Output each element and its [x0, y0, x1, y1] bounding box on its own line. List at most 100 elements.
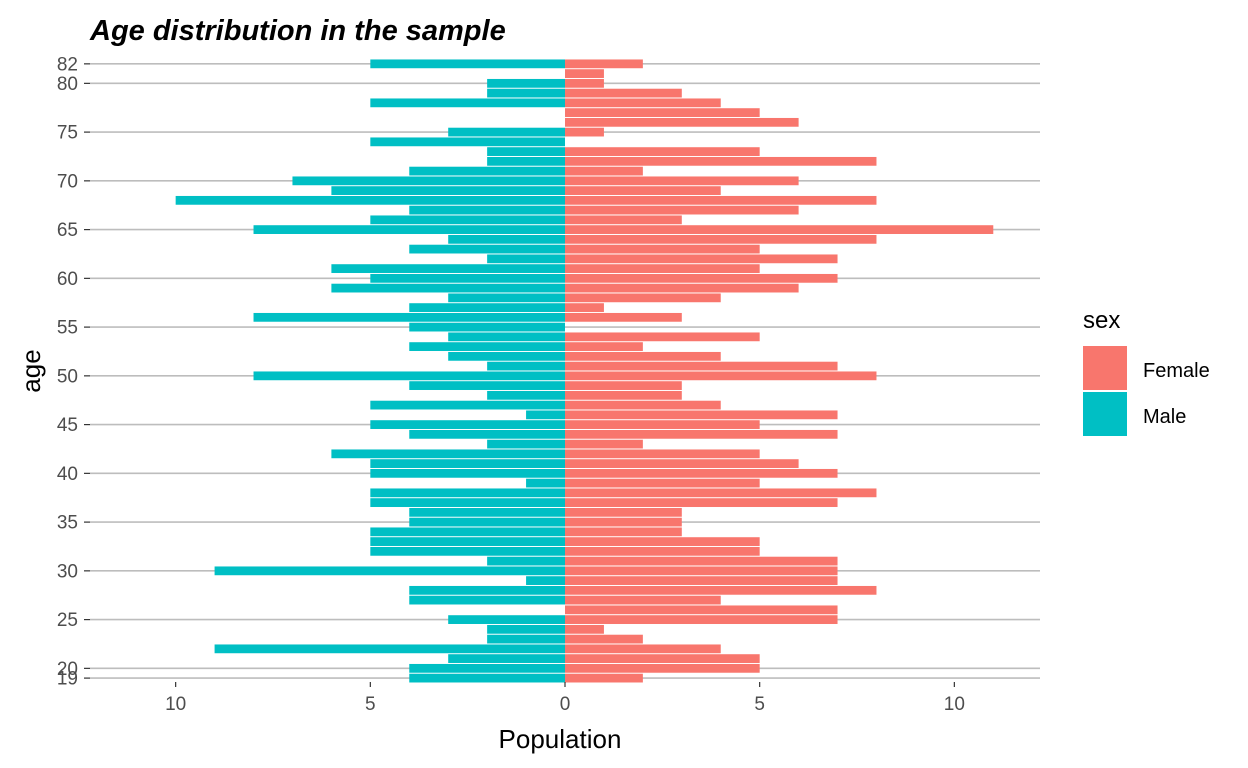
bars [175, 59, 994, 683]
bar-female-age-26 [565, 605, 838, 615]
x-tick-label: 10 [944, 694, 965, 715]
y-tick-label: 82 [57, 54, 78, 75]
bar-female-age-62 [565, 254, 838, 264]
bar-female-age-25 [565, 615, 838, 624]
bar-female-age-28 [565, 585, 877, 595]
y-tick-label: 70 [57, 171, 78, 192]
bar-female-age-80 [565, 78, 604, 88]
y-axis-title: age [16, 349, 46, 392]
bar-female-age-68 [565, 195, 877, 205]
bar-male-age-73 [487, 147, 565, 156]
bar-male-age-36 [409, 507, 565, 517]
bar-female-age-34 [565, 527, 682, 537]
bar-male-age-39 [526, 478, 565, 488]
bar-female-age-45 [565, 420, 760, 429]
bar-female-age-51 [565, 361, 838, 371]
bar-male-age-25 [448, 615, 565, 624]
y-tick-label: 55 [57, 318, 78, 339]
bar-female-age-30 [565, 566, 838, 576]
bar-female-age-39 [565, 478, 760, 488]
bar-male-age-34 [370, 527, 565, 537]
y-tick-label: 20 [57, 659, 78, 680]
bar-male-age-56 [253, 312, 565, 322]
bar-male-age-49 [409, 381, 565, 390]
bar-female-age-56 [565, 312, 682, 322]
bar-male-age-27 [409, 595, 565, 605]
bar-male-age-37 [370, 498, 565, 507]
bar-female-age-46 [565, 410, 838, 420]
bar-male-age-58 [448, 293, 565, 303]
bar-female-age-81 [565, 69, 604, 78]
bar-female-age-47 [565, 400, 721, 410]
bar-male-age-21 [448, 654, 565, 663]
bar-male-age-61 [331, 264, 565, 273]
bar-female-age-49 [565, 381, 682, 390]
bar-male-age-60 [370, 273, 565, 283]
bar-female-age-73 [565, 147, 760, 156]
bar-female-age-58 [565, 293, 721, 303]
bar-male-age-47 [370, 400, 565, 410]
bar-male-age-22 [214, 644, 566, 654]
bar-male-age-67 [409, 205, 565, 215]
bar-female-age-53 [565, 342, 643, 351]
bar-female-age-63 [565, 244, 760, 254]
bar-male-age-53 [409, 342, 565, 351]
x-tick-label: 10 [165, 694, 186, 715]
bar-female-age-78 [565, 98, 721, 108]
bar-male-age-23 [487, 634, 565, 644]
bar-male-age-43 [487, 439, 565, 449]
bar-male-age-24 [487, 624, 565, 634]
bar-female-age-41 [565, 459, 799, 468]
bar-female-age-21 [565, 654, 760, 663]
bar-female-age-35 [565, 517, 682, 527]
bar-male-age-69 [331, 186, 565, 195]
legend-swatch-male [1083, 392, 1127, 436]
bar-female-age-60 [565, 273, 838, 283]
bar-male-age-66 [370, 215, 565, 225]
bar-female-age-77 [565, 108, 760, 117]
bar-female-age-23 [565, 634, 643, 644]
bar-male-age-31 [487, 556, 565, 566]
bar-male-age-48 [487, 390, 565, 400]
x-tick-label: 0 [560, 694, 571, 715]
bar-female-age-75 [565, 127, 604, 137]
bar-male-age-55 [409, 322, 565, 332]
bar-male-age-63 [409, 244, 565, 254]
bar-male-age-44 [409, 429, 565, 439]
bar-female-age-20 [565, 663, 760, 673]
bar-female-age-32 [565, 546, 760, 556]
bar-female-age-64 [565, 234, 877, 244]
bar-male-age-71 [409, 166, 565, 176]
bar-male-age-29 [526, 576, 565, 585]
legend-title: sex [1083, 307, 1120, 334]
y-tick-label: 35 [57, 513, 78, 534]
bar-male-age-33 [370, 537, 565, 546]
bar-female-age-65 [565, 225, 994, 234]
bar-male-age-50 [253, 371, 565, 381]
bar-female-age-59 [565, 283, 799, 293]
bar-female-age-72 [565, 156, 877, 166]
bar-male-age-68 [175, 195, 565, 205]
bar-male-age-59 [331, 283, 565, 293]
bar-female-age-38 [565, 488, 877, 498]
bar-male-age-62 [487, 254, 565, 264]
bar-male-age-80 [487, 78, 565, 88]
y-tick-label: 40 [57, 464, 78, 485]
bar-female-age-44 [565, 429, 838, 439]
x-tick-label: 5 [365, 694, 376, 715]
bar-male-age-30 [214, 566, 566, 576]
bar-female-age-48 [565, 390, 682, 400]
bar-female-age-31 [565, 556, 838, 566]
bar-male-age-79 [487, 88, 565, 98]
bar-male-age-20 [409, 663, 565, 673]
bar-female-age-24 [565, 624, 604, 634]
bar-female-age-50 [565, 371, 877, 381]
bar-male-age-28 [409, 585, 565, 595]
bar-male-age-40 [370, 468, 565, 478]
legend: sex Female Male [1083, 307, 1210, 436]
bar-male-age-38 [370, 488, 565, 498]
bar-male-age-41 [370, 459, 565, 468]
bar-male-age-74 [370, 137, 565, 147]
bar-male-age-19 [409, 673, 565, 683]
bar-male-age-72 [487, 156, 565, 166]
